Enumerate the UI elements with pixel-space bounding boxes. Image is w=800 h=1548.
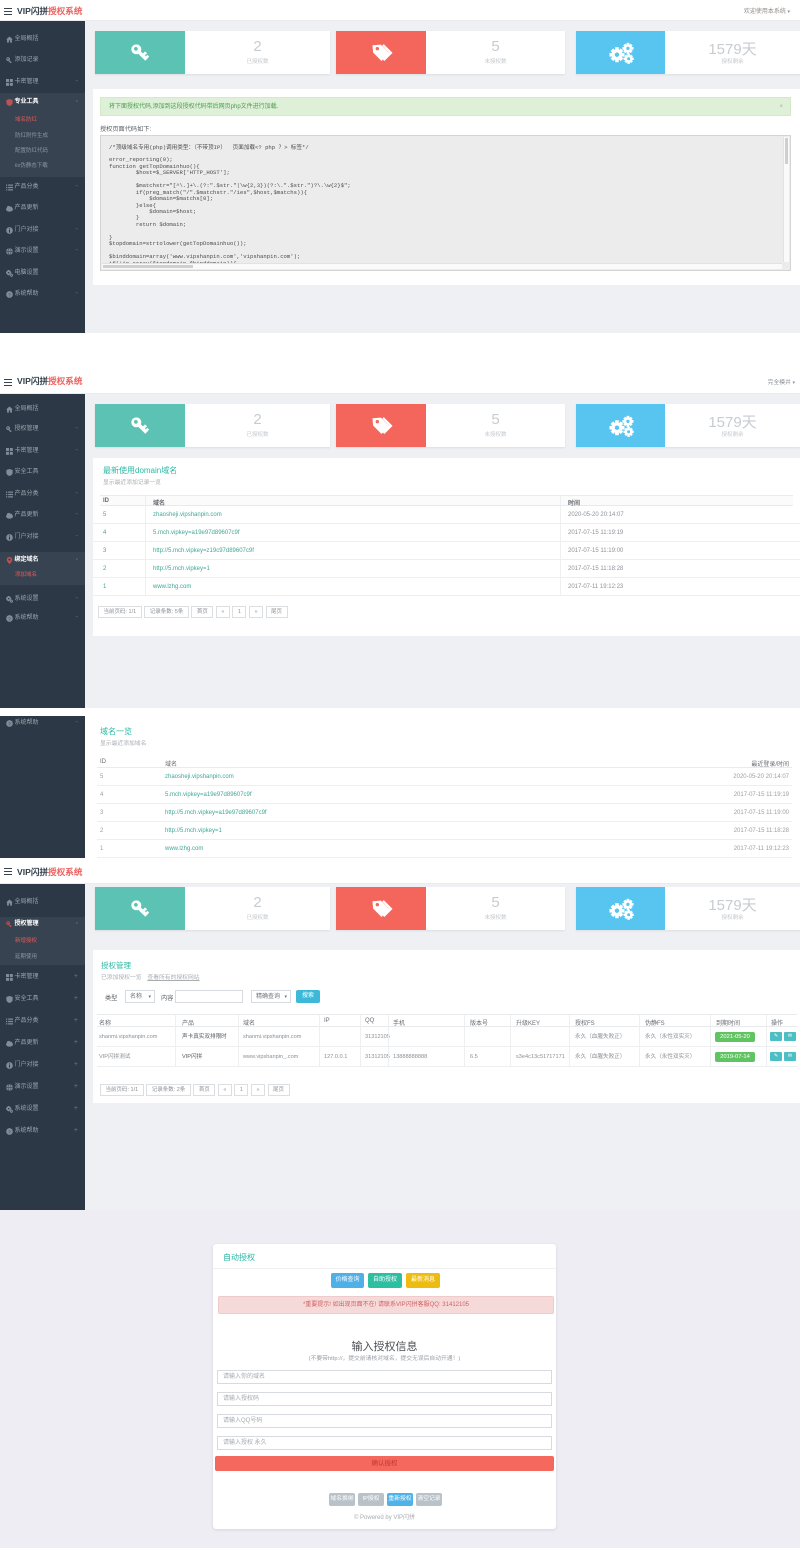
- svg-text:?: ?: [8, 292, 11, 298]
- svg-text:?: ?: [8, 616, 11, 622]
- svg-text:?: ?: [8, 1129, 11, 1135]
- svg-text:?: ?: [8, 721, 11, 727]
